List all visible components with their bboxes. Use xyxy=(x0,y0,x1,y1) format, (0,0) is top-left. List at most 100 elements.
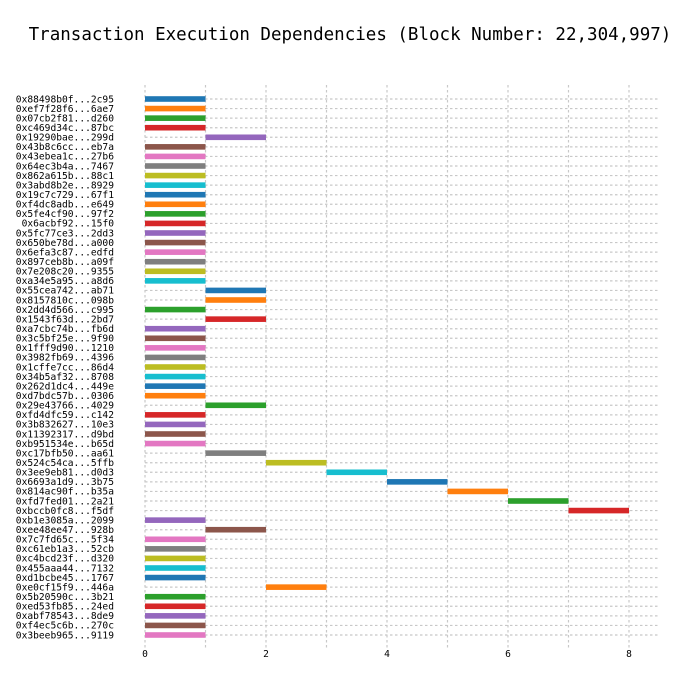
y-tick-label: 0x11392317...d9bd xyxy=(16,429,114,440)
task-bar xyxy=(145,574,206,581)
x-tick-label: 6 xyxy=(505,649,511,660)
x-tick-labels: 0 2 4 6 8 xyxy=(142,649,632,660)
task-bar xyxy=(205,402,266,409)
y-tick-label: 0x19c7c729...67f1 xyxy=(16,190,114,201)
x-tick-label: 0 xyxy=(142,649,148,660)
task-bar xyxy=(205,297,266,303)
task-bars xyxy=(145,96,629,638)
task-bar xyxy=(266,459,327,466)
y-gridlines xyxy=(145,98,658,636)
y-tick-label: 0xa34e5a95...a8d6 xyxy=(16,276,114,287)
task-bar xyxy=(145,258,206,265)
task-bar xyxy=(145,306,206,313)
task-bar xyxy=(205,450,266,456)
y-tick-label: 0x55cea742...ab71 xyxy=(16,286,114,297)
task-bar xyxy=(145,172,206,179)
y-tick-label: 0xb1e3085a...2099 xyxy=(16,515,114,526)
y-tick-label: 0xc4bcd23f...d320 xyxy=(16,554,114,565)
y-tick-label: 0x897ceb8b...a09f xyxy=(16,257,114,268)
task-bar xyxy=(145,153,206,160)
x-tick-label: 4 xyxy=(384,649,390,660)
y-tick-label: 0xb951534e...b65d xyxy=(16,439,114,450)
y-tick-label: 0x6acbf92...15f0 xyxy=(22,219,115,230)
y-tick-label: 0x3beeb965...9119 xyxy=(16,630,114,641)
y-tick-label: 0xf4dc8adb...e649 xyxy=(16,200,114,211)
y-tick-label: 0x262d1dc4...449e xyxy=(16,381,114,392)
task-bar xyxy=(145,440,206,447)
y-tick-label: 0xd7bdc57b...0306 xyxy=(16,391,114,402)
y-tick-label: 0x524c54ca...5ffb xyxy=(16,458,114,469)
task-bar xyxy=(266,584,327,590)
task-bar xyxy=(145,115,206,121)
y-tick-label: 0x5fe4cf90...97f2 xyxy=(16,209,114,220)
y-tick-label: 0x455aaa44...7132 xyxy=(16,563,114,574)
y-tick-label: 0x3ee9eb81...d0d3 xyxy=(16,468,114,479)
y-tick-label: 0xc61eb1a3...52cb xyxy=(16,544,114,555)
y-tick-label: 0xbccb0fc8...f5df xyxy=(16,506,114,517)
task-bar xyxy=(447,488,508,495)
task-bar xyxy=(145,268,206,275)
y-tick-label: 0xe0cf15f9...446a xyxy=(16,582,114,593)
y-tick-label: 0xd1bcbe45...1767 xyxy=(16,573,114,584)
y-tick-label: 0xfd7fed01...2a21 xyxy=(16,496,114,507)
y-tick-label: 0x3982fb69...4396 xyxy=(16,353,114,364)
y-tick-label: 0x8157810c...098b xyxy=(16,295,114,306)
task-bar xyxy=(145,249,206,255)
task-bar xyxy=(145,325,206,332)
y-tick-label: 0x3b832627...10e3 xyxy=(16,420,114,431)
y-tick-label: 0x43ebea1c...27b6 xyxy=(16,152,114,163)
task-bar xyxy=(145,412,206,418)
task-bar xyxy=(145,383,206,389)
y-tick-label: 0xabf78543...8de9 xyxy=(16,611,114,622)
task-bar xyxy=(326,469,387,476)
y-tick-label: 0xef7f28f6...6ae7 xyxy=(16,104,114,115)
task-bar xyxy=(145,613,206,619)
task-bar xyxy=(568,507,629,514)
y-tick-label: 0x5b20590c...3b21 xyxy=(16,592,114,603)
task-bar xyxy=(145,392,206,399)
task-bar xyxy=(145,345,206,351)
task-bar xyxy=(145,421,206,428)
task-bar xyxy=(145,220,206,227)
y-tick-label: 0xed53fb85...24ed xyxy=(16,602,114,613)
task-bar xyxy=(145,182,206,188)
task-bar xyxy=(508,498,569,504)
y-tick-label: 0x88498b0f...2c95 xyxy=(16,94,114,105)
task-bar xyxy=(145,431,206,437)
task-bar xyxy=(387,479,448,485)
task-bar xyxy=(145,354,206,361)
y-tick-label: 0x64ec3b4a...7467 xyxy=(16,161,114,172)
x-tick-label: 2 xyxy=(263,649,269,660)
y-tick-label: 0x07cb2f81...d260 xyxy=(16,113,114,124)
task-bar xyxy=(205,287,266,294)
task-bar xyxy=(145,230,206,236)
y-tick-label: 0x5fc77ce3...2dd3 xyxy=(16,228,114,239)
chart-title: Transaction Execution Dependencies (Bloc… xyxy=(29,25,672,45)
task-bar xyxy=(145,144,206,150)
y-tick-label: 0x814ac90f...b35a xyxy=(16,487,114,498)
task-bar xyxy=(145,211,206,217)
task-bar xyxy=(145,622,206,629)
y-tick-label: 0x29e43766...4029 xyxy=(16,401,114,412)
y-tick-label: 0x7e208c20...9355 xyxy=(16,267,114,278)
y-tick-label: 0x1543f63d...2bd7 xyxy=(16,314,114,325)
task-bar xyxy=(145,335,206,342)
y-tick-label: 0x6693a1d9...3b75 xyxy=(16,477,114,488)
task-bar xyxy=(145,163,206,169)
y-tick-label: 0xf4ec5c6b...270c xyxy=(16,621,114,632)
task-bar xyxy=(145,632,206,638)
y-tick-label: 0x19290bae...299d xyxy=(16,133,114,144)
task-bar xyxy=(145,96,206,102)
y-tick-label: 0x3c5bf25e...9f90 xyxy=(16,334,114,345)
y-tick-labels: 0x88498b0f...2c950xef7f28f6...6ae70x07cb… xyxy=(16,94,114,641)
task-bar xyxy=(145,593,206,600)
task-bar xyxy=(205,134,266,141)
task-bar xyxy=(145,565,206,571)
task-bar xyxy=(145,373,206,380)
x-tick-label: 8 xyxy=(626,649,632,660)
y-tick-label: 0x3abd8b2e...8929 xyxy=(16,180,114,191)
task-bar xyxy=(145,536,206,543)
task-bar xyxy=(145,546,206,552)
task-bar xyxy=(205,526,266,533)
y-tick-label: 0xc17bfb50...aa61 xyxy=(16,448,114,459)
